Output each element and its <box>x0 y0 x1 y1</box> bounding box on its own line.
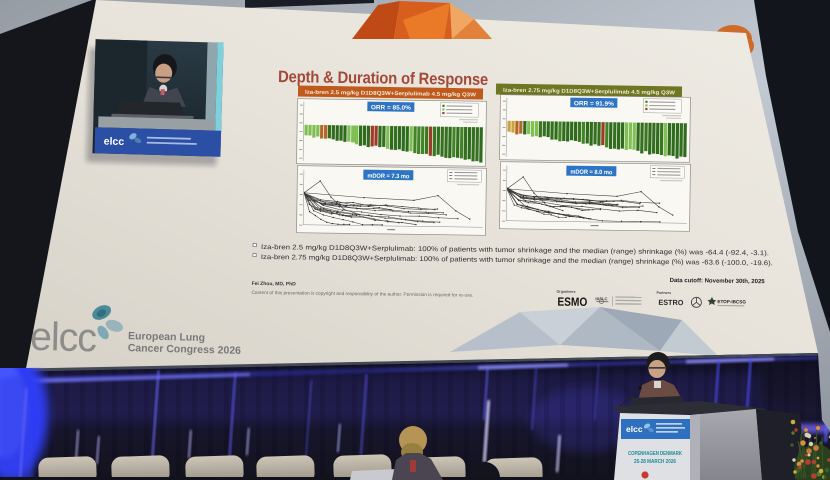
svg-text:Data cutoff: November 30th, 20: Data cutoff: November 30th, 2025 <box>670 278 766 285</box>
svg-text:ESTRO: ESTRO <box>658 298 683 307</box>
svg-text:Cancer Congress 2026: Cancer Congress 2026 <box>128 342 242 357</box>
svg-text:ORR = 91.9%: ORR = 91.9% <box>574 100 615 108</box>
svg-text:European Lung: European Lung <box>128 330 205 344</box>
svg-text:mDOR = 7.3 mo: mDOR = 7.3 mo <box>367 173 409 181</box>
svg-text:IASLC: IASLC <box>595 296 607 301</box>
svg-text:ORR = 85.0%: ORR = 85.0% <box>371 104 412 112</box>
svg-text:Iza-bren 2.5 mg/kg D1D8Q3W+Ser: Iza-bren 2.5 mg/kg D1D8Q3W+Serplulimab 4… <box>305 90 477 99</box>
svg-text:ETOP-IBCSG: ETOP-IBCSG <box>717 299 746 304</box>
svg-text:Partners: Partners <box>656 291 671 295</box>
svg-text:Iza-bren 2.75 mg/kg D1D8Q3W+Se: Iza-bren 2.75 mg/kg D1D8Q3W+Serplulimab … <box>503 88 676 97</box>
svg-text:mDOR = 8.0 mo: mDOR = 8.0 mo <box>570 169 612 177</box>
svg-text:Organisers: Organisers <box>556 290 575 294</box>
svg-text:Depth & Duration of Response: Depth & Duration of Response <box>278 68 488 89</box>
svg-text:Content of this presentation i: Content of this presentation is copyrigh… <box>251 290 473 298</box>
svg-text:Fei Zhou, MD, PhD: Fei Zhou, MD, PhD <box>252 281 297 288</box>
svg-text:elcc: elcc <box>626 424 643 434</box>
svg-text:COPENHAGEN DENMARK: COPENHAGEN DENMARK <box>628 451 682 457</box>
svg-text:elcc: elcc <box>29 315 96 361</box>
svg-text:elcc: elcc <box>104 136 125 149</box>
svg-text:25-28 MARCH 2026: 25-28 MARCH 2026 <box>634 459 676 465</box>
svg-text:ESMO: ESMO <box>557 295 587 309</box>
